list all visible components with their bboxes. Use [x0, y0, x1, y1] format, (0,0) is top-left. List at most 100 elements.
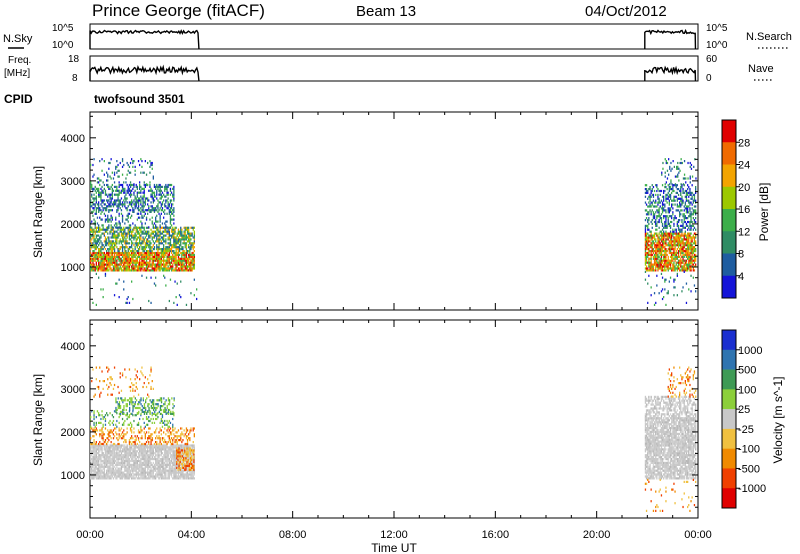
noise-left-tick-bottom: 10^0 [52, 40, 74, 51]
velocity-echo-cell [100, 456, 102, 459]
power-echo-cell [121, 261, 124, 264]
power-echo-cell [149, 246, 151, 249]
power-echo-cell [142, 269, 144, 272]
velocity-echo-cell [95, 475, 97, 478]
power-echo-cell [137, 197, 140, 200]
velocity-echo-cell [141, 450, 143, 453]
power-echo-cell [161, 255, 164, 258]
power-echo-cell [165, 248, 167, 251]
velocity-echo-cell [135, 450, 137, 453]
noise-left-tick-top: 10^5 [52, 23, 74, 34]
power-echo-cell [151, 197, 153, 200]
power-echo-cell [166, 250, 168, 253]
velocity-echo-cell [159, 473, 161, 476]
power-echo-cell [695, 191, 697, 194]
power-echo-cell [157, 205, 159, 208]
power-echo-cell [688, 250, 690, 253]
power-echo-cell [677, 161, 679, 165]
power-echo-cell [648, 217, 650, 220]
power-echo-cell [659, 251, 661, 255]
power-echo-cell [190, 244, 192, 247]
power-echo-cell [682, 215, 684, 218]
power-echo-cell [675, 261, 677, 264]
power-echo-cell [108, 265, 110, 268]
power-colorbar-tick-label: 24 [738, 160, 750, 172]
power-echo-cell [683, 160, 686, 163]
power-echo-cell [644, 201, 647, 204]
power-echo-cell [661, 238, 664, 241]
velocity-echo-cell [103, 456, 105, 459]
power-echo-cell [175, 250, 177, 253]
power-echo-cell [144, 183, 146, 187]
power-echo-cell [664, 186, 666, 189]
power-echo-cell [94, 255, 96, 258]
power-echo-cell [95, 251, 97, 255]
power-echo-cell [173, 185, 175, 188]
power-echo-cell [671, 188, 673, 191]
power-echo-cell [156, 257, 158, 260]
power-echo-cell [676, 248, 678, 251]
power-echo-cell [687, 238, 689, 241]
power-echo-cell [107, 205, 109, 208]
power-echo-cell [669, 207, 672, 210]
power-echo-cell [108, 209, 110, 212]
power-echo-cell [113, 185, 116, 188]
power-echo-cell [127, 255, 129, 258]
power-echo-cell [683, 253, 685, 256]
power-echo-cell [145, 269, 148, 272]
velocity-echo-cell [121, 465, 124, 468]
power-echo-cell [95, 191, 97, 194]
power-echo-cell [139, 248, 141, 251]
power-echo-cell [684, 267, 686, 270]
power-echo-cell [139, 187, 141, 190]
power-echo-cell [141, 160, 143, 163]
power-echo-cell [156, 251, 158, 255]
power-echo-cell [141, 209, 143, 212]
power-echo-cell [182, 259, 184, 262]
velocity-echo-cell [164, 444, 166, 447]
power-echo-cell [185, 234, 188, 237]
power-echo-cell [115, 201, 117, 204]
power-echo-cell [652, 236, 655, 239]
power-echo-cell [159, 230, 161, 233]
velocity-echo-cell [110, 459, 112, 463]
power-echo-cell [116, 160, 118, 163]
velocity-echo-cell [94, 444, 96, 447]
power-echo-cell [153, 253, 156, 256]
power-echo-cell [663, 203, 665, 206]
power-echo-cell [150, 246, 152, 249]
power-echo-cell [93, 246, 95, 249]
velocity-echo-cell [172, 454, 174, 457]
power-echo-cell [90, 251, 92, 255]
power-echo-cell [688, 255, 690, 258]
velocity-echo-cell [90, 475, 92, 478]
velocity-echo-cell [150, 463, 152, 466]
power-echo-cell [128, 232, 131, 235]
velocity-echo-cell [98, 458, 100, 461]
power-echo-cell [664, 203, 666, 206]
power-echo-cell [118, 205, 120, 208]
power-echo-cell [104, 244, 107, 247]
power-echo-cell [665, 248, 667, 251]
power-echo-cell [666, 265, 668, 268]
power-echo-cell [139, 234, 141, 237]
power-echo-cell [685, 269, 688, 272]
velocity-echo-cell [161, 469, 164, 472]
power-echo-cell [110, 263, 112, 266]
power-echo-cell [156, 259, 158, 262]
power-echo-cell [192, 244, 194, 247]
velocity-echo-cell [127, 450, 129, 453]
power-echo-cell [648, 234, 650, 237]
power-echo-cell [668, 215, 670, 218]
velocity-echo-cell [139, 469, 141, 472]
power-echo-cell [669, 224, 672, 227]
power-echo-cell [152, 207, 154, 210]
power-echo-cell [165, 224, 167, 227]
power-echo-cell [126, 236, 128, 239]
power-echo-cell [655, 259, 657, 262]
power-echo-cell [188, 269, 190, 272]
power-echo-cell [161, 195, 164, 198]
power-echo-cell [663, 296, 665, 299]
power-echo-cell [142, 263, 144, 266]
power-echo-cell [159, 242, 161, 245]
